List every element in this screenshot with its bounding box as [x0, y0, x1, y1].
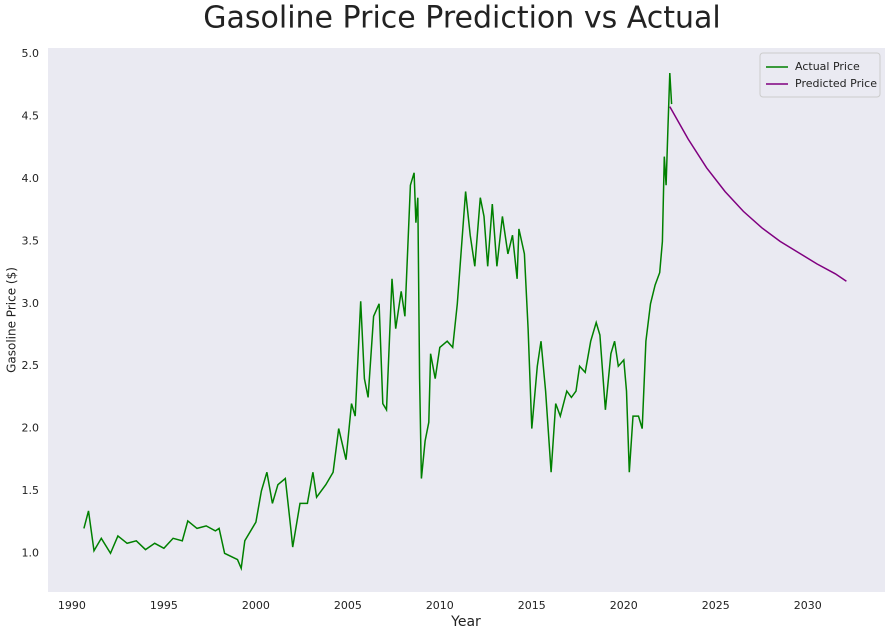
y-tick-label: 2.5: [22, 359, 40, 372]
x-tick-label: 2015: [518, 599, 546, 612]
y-tick-label: 2.0: [22, 422, 40, 435]
y-tick-label: 3.5: [22, 234, 40, 247]
x-tick-label: 1995: [150, 599, 178, 612]
y-tick-label: 5.0: [22, 47, 40, 60]
y-tick-label: 4.0: [22, 172, 40, 185]
y-tick-label: 1.0: [22, 546, 40, 559]
y-tick-label: 3.0: [22, 297, 40, 310]
x-tick-label: 2030: [794, 599, 822, 612]
chart-title: Gasoline Price Prediction vs Actual: [203, 1, 721, 36]
y-tick-label: 1.5: [22, 484, 40, 497]
x-tick-label: 2010: [426, 599, 454, 612]
y-tick-label: 4.5: [22, 110, 40, 123]
y-axis-label: Gasoline Price ($): [5, 267, 19, 373]
x-tick-label: 2005: [334, 599, 362, 612]
series-line: [83, 72, 673, 572]
x-tick-label: 2025: [702, 599, 730, 612]
legend-label: Predicted Price: [795, 77, 877, 90]
plot-area: [48, 48, 885, 592]
legend-box: [759, 52, 881, 98]
x-tick-label: 2020: [610, 599, 638, 612]
legend-label: Actual Price: [795, 60, 860, 73]
x-tick-label: 1990: [58, 599, 86, 612]
x-axis-label: Year: [450, 614, 481, 630]
x-tick-label: 2000: [242, 599, 270, 612]
series-line: [669, 106, 847, 282]
